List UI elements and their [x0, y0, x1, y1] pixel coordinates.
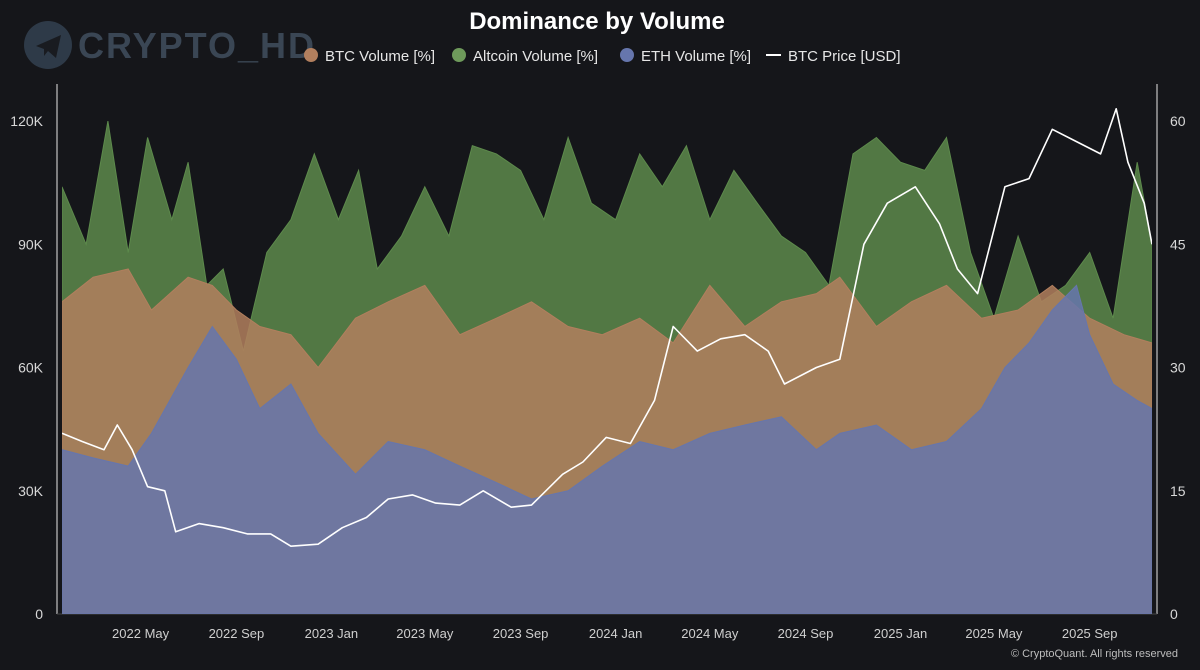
legend-marker-altcoin-volume	[452, 48, 466, 62]
series-line-btc-price-usd	[62, 108, 1152, 548]
y-left-tick-label: 120K	[10, 113, 43, 129]
legend-marker-eth-volume	[620, 48, 634, 62]
x-tick-label: 2023 Jan	[305, 626, 359, 641]
telegram-icon	[24, 21, 72, 69]
credit-text: © CryptoQuant. All rights reserved	[1011, 648, 1178, 660]
y-right-tick-label: 45	[1170, 236, 1186, 252]
legend-item-eth-volume[interactable]: ETH Volume [%]	[620, 48, 751, 65]
x-tick-label: 2024 Jan	[589, 626, 643, 641]
y-right-tick-label: 60	[1170, 113, 1186, 129]
y-left-tick-label: 90K	[18, 236, 44, 252]
plot-lines	[62, 108, 1152, 548]
x-tick-label: 2024 Sep	[778, 626, 834, 641]
y-right-tick-label: 15	[1170, 483, 1186, 499]
y-right-tick-label: 30	[1170, 360, 1186, 376]
legend: BTC Volume [%] Altcoin Volume [%] ETH Vo…	[304, 48, 901, 65]
plot-areas	[62, 121, 1152, 614]
series-area-eth-volume	[62, 284, 1152, 614]
legend-item-btc-volume[interactable]: BTC Volume [%]	[304, 48, 435, 65]
x-tick-label: 2023 May	[396, 626, 454, 641]
y-left-tick-label: 30K	[18, 483, 44, 499]
x-axis: 2022 May 2022 Sep 2023 Jan 2023 May 2023 Sep…	[112, 626, 1117, 641]
legend-item-btc-price[interactable]: BTC Price [USD]	[766, 48, 901, 65]
y-axis-right: 0 15 30 45 60	[1170, 113, 1186, 622]
legend-marker-btc-volume	[304, 48, 318, 62]
chart-title: Dominance by Volume	[469, 8, 725, 35]
legend-item-altcoin-volume[interactable]: Altcoin Volume [%]	[452, 48, 598, 65]
x-tick-label: 2022 May	[112, 626, 170, 641]
watermark: CRYPTO_HD	[24, 21, 316, 69]
y-right-tick-label: 0	[1170, 606, 1178, 622]
legend-label-eth-volume: ETH Volume [%]	[641, 48, 751, 65]
x-tick-label: 2025 Sep	[1062, 626, 1118, 641]
y-left-tick-label: 0	[35, 606, 43, 622]
x-tick-label: 2024 May	[681, 626, 739, 641]
legend-label-altcoin-volume: Altcoin Volume [%]	[473, 48, 598, 65]
y-axis-left: 0 30K 60K 90K 120K	[10, 113, 43, 622]
watermark-text: CRYPTO_HD	[78, 25, 316, 66]
y-left-tick-label: 60K	[18, 360, 44, 376]
x-tick-label: 2025 May	[965, 626, 1023, 641]
x-tick-label: 2023 Sep	[493, 626, 549, 641]
x-tick-label: 2022 Sep	[209, 626, 265, 641]
x-tick-label: 2025 Jan	[874, 626, 928, 641]
legend-label-btc-volume: BTC Volume [%]	[325, 48, 435, 65]
legend-label-btc-price: BTC Price [USD]	[788, 48, 901, 65]
